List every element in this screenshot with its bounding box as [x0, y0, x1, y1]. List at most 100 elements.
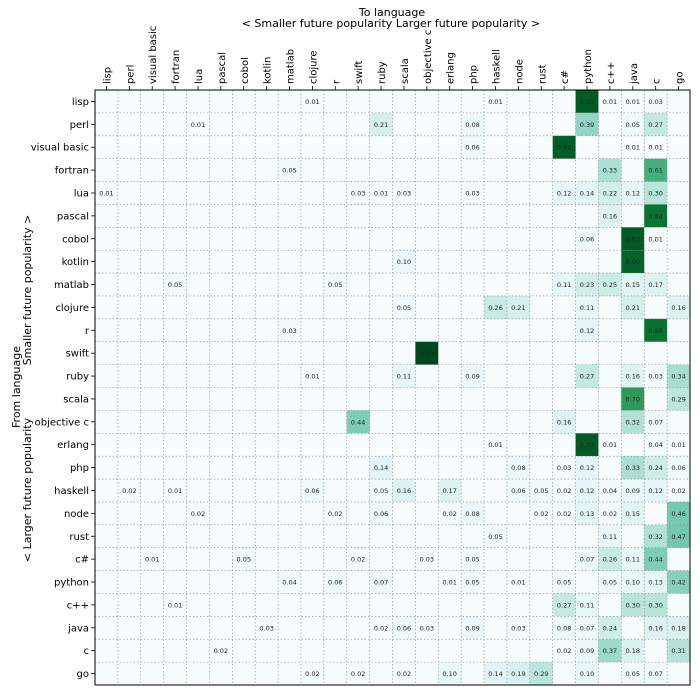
cell-value-matlab-to-csharp: 0.11 — [557, 281, 571, 289]
cell-csharp-to-java — [621, 547, 645, 571]
cell-python-to-cplusplus — [598, 570, 622, 594]
cell-haskell-to-java — [621, 479, 645, 502]
cell-value-r-to-matlab: 0.03 — [282, 327, 296, 335]
y-tick-label-php: php — [70, 463, 89, 474]
cell-value-node-to-java: 0.15 — [626, 510, 640, 518]
cell-java-to-python — [575, 616, 599, 640]
cell-visual-basic-to-csharp — [552, 135, 576, 159]
cell-go-to-erlang — [438, 662, 462, 685]
cell-erlang-to-cplusplus — [598, 433, 622, 457]
cell-value-matlab-to-c: 0.17 — [648, 281, 662, 289]
cell-clojure-to-python — [575, 295, 599, 319]
y-tick-label-swift: swift — [66, 349, 90, 360]
cell-value-matlab-to-r: 0.05 — [328, 281, 342, 289]
cell-value-cplusplus-to-fortran: 0.01 — [168, 601, 182, 609]
cell-value-php-to-ruby: 0.14 — [374, 464, 388, 472]
cell-csharp-to-objective-c — [415, 547, 439, 571]
cell-python-to-ruby — [369, 570, 393, 594]
cell-value-cplusplus-to-java: 0.30 — [626, 601, 640, 609]
y-direction-top-label: Smaller future popularity > — [21, 215, 34, 366]
cell-value-clojure-to-python: 0.11 — [580, 304, 594, 312]
cell-cplusplus-to-c — [644, 593, 668, 617]
cell-python-to-java — [621, 570, 645, 594]
cell-ruby-to-java — [621, 364, 645, 388]
cell-value-csharp-to-swift: 0.02 — [351, 556, 365, 564]
y-tick-label-csharp: c# — [75, 555, 89, 566]
cell-value-clojure-to-haskell: 0.26 — [488, 304, 502, 312]
y-tick-label-go: go — [77, 669, 89, 680]
y-tick-label-lua: lua — [74, 188, 89, 199]
cell-ruby-to-go — [667, 364, 690, 388]
cell-value-go-to-python: 0.10 — [580, 670, 594, 678]
cell-haskell-to-csharp — [552, 479, 576, 502]
y-tick-label-kotlin: kotlin — [62, 257, 89, 268]
cell-node-to-python — [575, 501, 599, 525]
cell-node-to-rust — [529, 501, 553, 525]
cell-value-python-to-node: 0.01 — [511, 579, 525, 587]
cell-value-php-to-python: 0.12 — [580, 464, 594, 472]
cell-node-to-go — [667, 501, 690, 525]
cell-lisp-to-clojure — [300, 90, 324, 113]
cell-value-erlang-to-go: 0.01 — [671, 441, 685, 449]
cell-value-go-to-haskell: 0.14 — [488, 670, 502, 678]
cell-ruby-to-scala — [392, 364, 416, 388]
cell-value-objective-c-to-java: 0.32 — [626, 418, 640, 426]
cell-value-haskell-to-java: 0.09 — [626, 487, 640, 495]
cell-value-node-to-r: 0.02 — [328, 510, 342, 518]
cell-value-pascal-to-cplusplus: 0.16 — [603, 212, 617, 220]
cell-node-to-java — [621, 501, 645, 525]
x-tick-label-pascal: pascal — [217, 52, 228, 84]
cell-objective-c-to-swift — [346, 410, 370, 434]
cell-perl-to-lua — [186, 112, 210, 136]
cell-node-to-lua — [186, 501, 210, 525]
cell-php-to-go — [667, 456, 690, 480]
cell-value-erlang-to-c: 0.04 — [648, 441, 662, 449]
cell-php-to-python — [575, 456, 599, 480]
cell-value-ruby-to-java: 0.16 — [626, 373, 640, 381]
cell-haskell-to-node — [506, 479, 530, 502]
cell-matlab-to-python — [575, 273, 599, 296]
x-tick-label-fortran: fortran — [171, 50, 182, 84]
x-tick-label-php: php — [469, 65, 480, 84]
cell-value-rust-to-haskell: 0.05 — [488, 533, 502, 541]
cell-value-visual-basic-to-java: 0.01 — [626, 144, 640, 152]
cell-matlab-to-java — [621, 273, 645, 296]
cell-lisp-to-java — [621, 90, 645, 113]
cell-value-fortran-to-matlab: 0.05 — [282, 167, 296, 175]
cell-pascal-to-cplusplus — [598, 204, 622, 228]
cell-value-perl-to-c: 0.27 — [648, 121, 662, 129]
cell-value-cplusplus-to-c: 0.30 — [648, 601, 662, 609]
cell-go-to-clojure — [300, 662, 324, 685]
cell-value-fortran-to-c: 0.61 — [648, 167, 662, 175]
cell-cobol-to-java — [621, 227, 645, 251]
x-tick-label-objective-c: objective c — [423, 30, 434, 84]
y-tick-label-node: node — [64, 509, 89, 520]
cell-ruby-to-c — [644, 364, 668, 388]
cell-value-java-to-scala: 0.06 — [397, 624, 411, 632]
cell-java-to-c — [644, 616, 668, 640]
cell-value-objective-c-to-swift: 0.44 — [351, 418, 365, 426]
cell-csharp-to-python — [575, 547, 599, 571]
cell-value-erlang-to-cplusplus: 0.01 — [603, 441, 617, 449]
cell-value-matlab-to-python: 0.23 — [580, 281, 594, 289]
y-tick-label-perl: perl — [70, 120, 89, 131]
cell-value-java-to-go: 0.18 — [671, 624, 685, 632]
cell-erlang-to-haskell — [484, 433, 507, 457]
cell-value-go-to-scala: 0.02 — [397, 670, 411, 678]
cell-value-node-to-go: 0.46 — [671, 510, 685, 518]
cell-value-erlang-to-haskell: 0.01 — [488, 441, 502, 449]
cell-value-erlang-to-python: 0.93 — [580, 441, 594, 449]
cell-php-to-ruby — [369, 456, 393, 480]
cell-lisp-to-c — [644, 90, 668, 113]
cell-value-lua-to-csharp: 0.12 — [557, 189, 571, 197]
cell-value-java-to-objective-c: 0.03 — [420, 624, 434, 632]
cell-java-to-csharp — [552, 616, 576, 640]
cell-fortran-to-cplusplus — [598, 158, 622, 182]
cell-value-node-to-csharp: 0.02 — [557, 510, 571, 518]
cell-matlab-to-fortran — [163, 273, 187, 296]
cell-value-go-to-swift: 0.02 — [351, 670, 365, 678]
y-tick-label-ruby: ruby — [66, 372, 89, 383]
cell-c-to-pascal — [209, 639, 233, 663]
y-tick-label-r: r — [85, 326, 90, 337]
cell-value-java-to-python: 0.07 — [580, 624, 594, 632]
